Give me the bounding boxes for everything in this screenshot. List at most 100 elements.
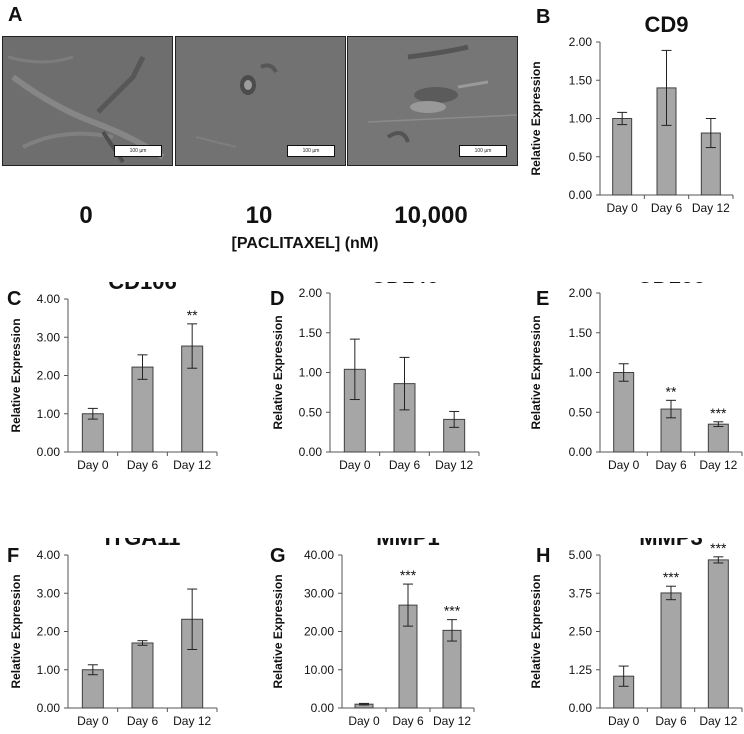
scale-bar: 100 µm [287, 145, 335, 157]
y-tick-label: 0.00 [311, 701, 335, 715]
x-tick-label: Day 0 [608, 458, 640, 472]
y-axis-label: Relative Expression [271, 315, 285, 429]
y-tick-label: 2.00 [37, 625, 61, 639]
panel-letter-e: E [536, 288, 550, 310]
y-tick-label: 0.00 [37, 701, 61, 715]
x-tick-label: Day 0 [77, 458, 109, 472]
y-tick-label: 0.50 [299, 405, 323, 419]
y-tick-label: 5.00 [569, 548, 593, 562]
y-tick-label: 1.50 [299, 326, 323, 340]
chart-cd9: CD9 Relative Expression 0.00 0.50 1.00 1.50 2.… [529, 12, 734, 215]
dose-label-10000: 10,000 [394, 202, 468, 229]
chart-mmp3: MMP3 Relative Expression 0.00 1.25 2.50 3.75 5… [529, 538, 743, 728]
x-tick-label: Day 0 [608, 714, 640, 728]
cell-image-0nm [3, 37, 172, 165]
panel-letter-g: G [270, 545, 286, 567]
x-tick-label: Day 0 [348, 714, 380, 728]
x-tick-label: Day 0 [339, 458, 371, 472]
bar [613, 372, 635, 453]
panel-letter-f: F [7, 545, 20, 567]
x-tick-label: Day 6 [389, 458, 421, 472]
y-tick-label: 1.00 [37, 407, 61, 421]
y-tick-label: 0.00 [37, 445, 61, 459]
significance-label: *** [400, 567, 417, 583]
micrograph-10000nm: 100 µm [347, 36, 518, 166]
y-tick-label: 3.75 [569, 586, 593, 600]
dose-label-0: 0 [79, 202, 93, 229]
chart-title: CD9 [644, 12, 688, 37]
chart-cd106: CD106 Relative Expression 0.00 1.00 2.00 3.00… [9, 282, 218, 472]
chart-cd146: CD146 Relative Expression 0.00 0.50 1.00 1.50… [271, 282, 480, 472]
chart-title: ITGA11 [105, 538, 181, 550]
y-tick-label: 0.00 [569, 701, 593, 715]
y-tick-label: 1.50 [569, 73, 593, 87]
bar [707, 423, 729, 453]
y-tick-label: 20.00 [304, 625, 334, 639]
x-tick-label: Day 0 [77, 714, 109, 728]
cell-image-10000nm [348, 37, 517, 165]
y-tick-label: 4.00 [37, 292, 61, 306]
bar [81, 669, 104, 709]
y-tick-label: 0.50 [569, 405, 593, 419]
chart-title: CD146 [370, 282, 438, 288]
x-tick-label: Day 12 [173, 714, 211, 728]
bar [707, 559, 729, 709]
y-tick-label: 40.00 [304, 548, 334, 562]
y-tick-label: 30.00 [304, 586, 334, 600]
y-tick-label: 1.00 [299, 366, 323, 380]
x-tick-label: Day 12 [692, 201, 730, 215]
y-tick-label: 0.50 [569, 150, 593, 164]
scale-bar: 100 µm [459, 145, 507, 157]
chart-mmp1: MMP1 Relative Expression 0.00 10.00 20.00 30.… [271, 538, 475, 728]
panel-letter-c: C [7, 288, 22, 310]
x-tick-label: Day 12 [699, 714, 737, 728]
chart-cd166: CD166 Relative Expression 0.00 0.50 1.00 1.50… [529, 282, 743, 472]
x-tick-label: Day 12 [435, 458, 473, 472]
y-axis-label: Relative Expression [9, 574, 23, 688]
y-tick-label: 1.50 [569, 326, 593, 340]
y-tick-label: 2.00 [569, 35, 593, 49]
bar [612, 118, 633, 196]
y-tick-label: 0.00 [569, 188, 593, 202]
x-tick-label: Day 12 [699, 458, 737, 472]
x-tick-label: Day 6 [651, 201, 683, 215]
x-tick-label: Day 6 [392, 714, 424, 728]
x-tick-label: Day 0 [606, 201, 638, 215]
chart-title: CD106 [108, 282, 176, 294]
panel-letter-b: B [536, 6, 551, 28]
paclitaxel-caption: [PACLITAXEL] (nM) [231, 235, 379, 252]
y-axis-label: Relative Expression [271, 574, 285, 688]
chart-title: MMP1 [376, 538, 440, 550]
significance-label: *** [444, 603, 461, 619]
y-tick-label: 1.00 [37, 663, 61, 677]
chart-title: CD166 [637, 282, 705, 288]
significance-label: ** [187, 307, 198, 323]
panel-letter-a: A [8, 4, 23, 26]
x-tick-label: Day 6 [127, 714, 159, 728]
y-axis-label: Relative Expression [529, 315, 543, 429]
significance-label: *** [663, 569, 680, 585]
bar [660, 592, 682, 709]
x-tick-label: Day 6 [655, 714, 687, 728]
micrograph-10nm: 100 µm [175, 36, 346, 166]
y-tick-label: 1.25 [569, 663, 593, 677]
y-tick-label: 1.00 [569, 366, 593, 380]
y-axis-label: Relative Expression [529, 61, 543, 175]
y-axis-label: Relative Expression [9, 318, 23, 432]
significance-label: ** [666, 383, 677, 399]
x-tick-label: Day 6 [127, 458, 159, 472]
y-tick-label: 3.00 [37, 330, 61, 344]
y-tick-label: 0.00 [299, 445, 323, 459]
y-tick-label: 2.00 [299, 286, 323, 300]
scale-bar: 100 µm [114, 145, 162, 157]
cell-image-10nm [176, 37, 345, 165]
y-axis-label: Relative Expression [529, 574, 543, 688]
y-tick-label: 2.50 [569, 625, 593, 639]
x-tick-label: Day 12 [173, 458, 211, 472]
dose-label-10: 10 [245, 202, 273, 229]
chart-itga11: ITGA11 Relative Expression 0.00 1.00 2.00 3.0… [9, 538, 218, 728]
x-tick-label: Day 6 [655, 458, 687, 472]
y-tick-label: 2.00 [569, 286, 593, 300]
bar [131, 642, 154, 709]
